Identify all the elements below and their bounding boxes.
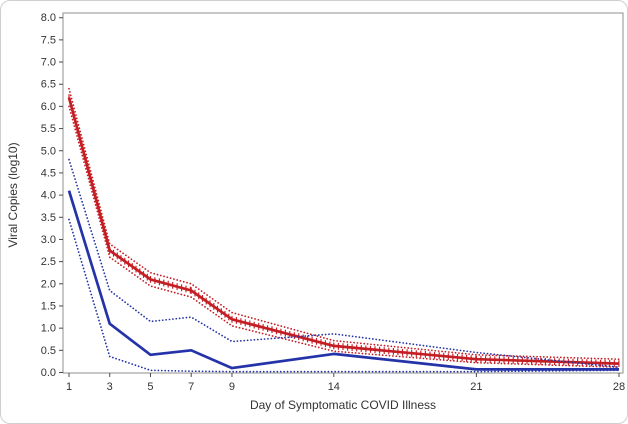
x-tick-label: 9 <box>229 381 235 393</box>
y-tick-label: 1.0 <box>41 323 56 335</box>
y-tick-label: 1.5 <box>41 300 56 312</box>
x-tick-label: 1 <box>66 381 72 393</box>
y-tick-label: 4.0 <box>41 190 56 202</box>
x-tick-label: 28 <box>613 381 625 393</box>
y-tick-label: 6.5 <box>41 79 56 91</box>
y-tick-label: 0.0 <box>41 367 56 379</box>
y-tick-label: 5.5 <box>41 123 56 135</box>
x-tick-label: 14 <box>328 381 340 393</box>
blue-mean-line <box>67 190 619 371</box>
x-tick-label: 7 <box>188 381 194 393</box>
y-tick-label: 8.0 <box>41 12 56 24</box>
y-tick-label: 2.0 <box>41 278 56 290</box>
y-tick-label: 4.5 <box>41 167 56 179</box>
y-tick-label: 6.0 <box>41 101 56 113</box>
plot-frame <box>62 12 624 374</box>
x-tick-label: 3 <box>107 381 113 393</box>
y-tick-label: 7.5 <box>41 34 56 46</box>
y-tick-label: 3.0 <box>41 234 56 246</box>
y-axis-title: Viral Copies (log10) <box>6 142 20 247</box>
y-tick-label: 7.0 <box>41 57 56 69</box>
y-tick-label: 3.5 <box>41 212 56 224</box>
red-upper-ci-line <box>68 87 620 361</box>
y-tick-label: 5.0 <box>41 145 56 157</box>
red-lower-ci-line <box>68 105 620 369</box>
blue-lower-ci-line <box>68 218 620 373</box>
red-mean-hatch-marks <box>68 94 620 367</box>
y-tick-label: 0.5 <box>41 345 56 357</box>
x-axis-title: Day of Symptomatic COVID Illness <box>250 398 436 412</box>
x-tick-label: 21 <box>470 381 482 393</box>
blue-upper-ci-line <box>68 158 620 369</box>
red-mean-line <box>67 97 620 365</box>
y-tick-label: 2.5 <box>41 256 56 268</box>
x-tick-label: 5 <box>147 381 153 393</box>
